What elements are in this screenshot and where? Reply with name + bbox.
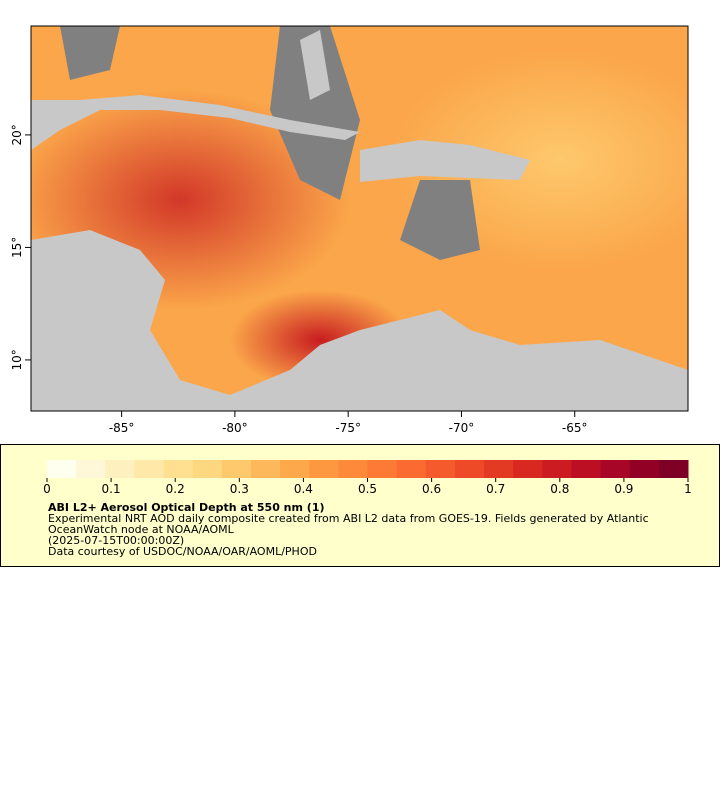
x-tick-label: -70° xyxy=(449,421,475,435)
legend-line: Data courtesy of USDOC/NOAA/OAR/AOML/PHO… xyxy=(48,545,317,558)
colorbar-tick-label: 0.8 xyxy=(550,482,569,496)
colorbar-swatch xyxy=(629,460,660,478)
colorbar-tick-label: 0.9 xyxy=(614,482,633,496)
x-tick-label: -65° xyxy=(562,421,588,435)
colorbar-tick-label: 0.5 xyxy=(358,482,377,496)
legend-title: ABI L2+ Aerosol Optical Depth at 550 nm … xyxy=(48,501,325,514)
legend-line: (2025-07-15T00:00:00Z) xyxy=(48,534,184,547)
y-tick-label: 10° xyxy=(10,349,24,370)
colorbar-swatch xyxy=(513,460,543,478)
map-frame xyxy=(30,25,689,412)
x-tick-label: -85° xyxy=(109,421,135,435)
x-tick-label: -80° xyxy=(222,421,248,435)
colorbar-tick-label: 0.1 xyxy=(102,482,121,496)
colorbar-swatch xyxy=(280,460,310,478)
colorbar-swatch xyxy=(454,460,485,478)
colorbar-swatch xyxy=(47,460,77,478)
colorbar-swatch xyxy=(163,460,194,478)
colorbar-swatch xyxy=(658,460,689,478)
colorbar-tick-label: 0.4 xyxy=(294,482,313,496)
legend-line: OceanWatch node at NOAA/AOML xyxy=(48,523,235,536)
colorbar-swatch xyxy=(105,460,135,478)
colorbar-tick-label: 0.7 xyxy=(486,482,505,496)
colorbar-swatch xyxy=(250,460,281,478)
colorbar-tick-label: 0.6 xyxy=(422,482,441,496)
legend-line: Experimental NRT AOD daily composite cre… xyxy=(48,512,649,525)
colorbar-swatch xyxy=(192,460,223,478)
colorbar-swatch xyxy=(425,460,456,478)
colorbar-swatch xyxy=(367,460,398,478)
colorbar-swatch xyxy=(338,460,368,478)
colorbar-tick-label: 0.2 xyxy=(166,482,185,496)
colorbar-swatch xyxy=(484,460,514,478)
colorbar-swatch xyxy=(571,460,602,478)
colorbar-swatch xyxy=(542,460,572,478)
colorbar-swatch xyxy=(396,460,427,478)
y-tick-label: 20° xyxy=(10,124,24,145)
colorbar-swatch xyxy=(134,460,165,478)
x-tick-label: -75° xyxy=(335,421,361,435)
colorbar-swatch xyxy=(221,460,252,478)
colorbar-tick-label: 1 xyxy=(684,482,692,496)
y-tick-label: 15° xyxy=(10,237,24,258)
colorbar-tick-label: 0 xyxy=(43,482,51,496)
colorbar-tick-label: 0.3 xyxy=(230,482,249,496)
colorbar-swatch xyxy=(309,460,339,478)
colorbar-swatch xyxy=(76,460,106,478)
colorbar-swatch xyxy=(600,460,631,478)
map-image xyxy=(31,26,688,411)
